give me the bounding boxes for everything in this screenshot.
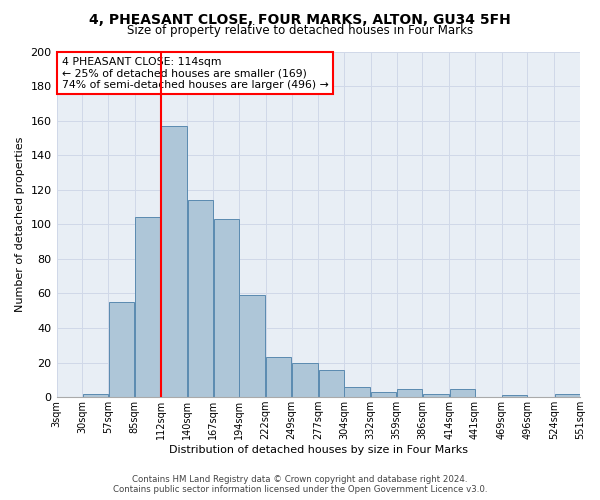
Bar bbox=[239, 295, 265, 397]
Text: 4 PHEASANT CLOSE: 114sqm
← 25% of detached houses are smaller (169)
74% of semi-: 4 PHEASANT CLOSE: 114sqm ← 25% of detach… bbox=[62, 56, 329, 90]
Bar bbox=[423, 394, 449, 397]
Bar bbox=[161, 126, 187, 397]
Bar bbox=[292, 362, 318, 397]
Bar bbox=[554, 394, 580, 397]
Bar bbox=[109, 302, 134, 397]
Bar bbox=[135, 218, 160, 397]
Bar bbox=[344, 387, 370, 397]
Bar bbox=[319, 370, 344, 397]
Bar bbox=[397, 388, 422, 397]
Bar bbox=[188, 200, 213, 397]
Bar bbox=[502, 396, 527, 397]
Text: Size of property relative to detached houses in Four Marks: Size of property relative to detached ho… bbox=[127, 24, 473, 37]
Bar bbox=[214, 219, 239, 397]
Bar bbox=[449, 388, 475, 397]
Text: 4, PHEASANT CLOSE, FOUR MARKS, ALTON, GU34 5FH: 4, PHEASANT CLOSE, FOUR MARKS, ALTON, GU… bbox=[89, 12, 511, 26]
X-axis label: Distribution of detached houses by size in Four Marks: Distribution of detached houses by size … bbox=[169, 445, 468, 455]
Bar bbox=[83, 394, 108, 397]
Bar bbox=[266, 358, 291, 397]
Bar bbox=[371, 392, 396, 397]
Y-axis label: Number of detached properties: Number of detached properties bbox=[15, 136, 25, 312]
Text: Contains HM Land Registry data © Crown copyright and database right 2024.
Contai: Contains HM Land Registry data © Crown c… bbox=[113, 474, 487, 494]
